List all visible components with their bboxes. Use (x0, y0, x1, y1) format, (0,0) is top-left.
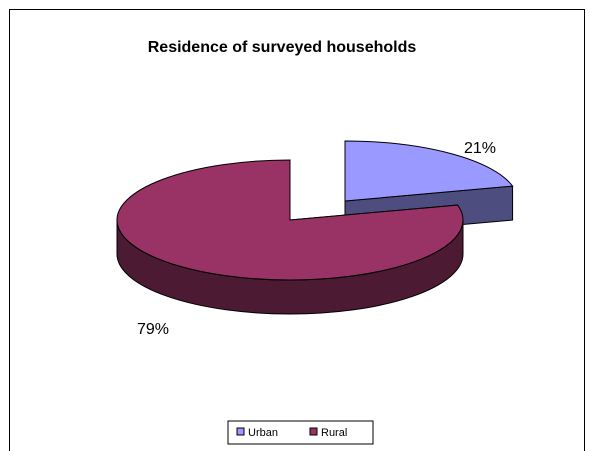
chart-title: Residence of surveyed households (148, 39, 417, 56)
chart-frame (9, 9, 585, 451)
legend-swatch-rural (309, 427, 318, 436)
legend-label-rural: Rural (321, 427, 347, 439)
legend-label-urban: Urban (248, 427, 278, 439)
legend-box (227, 420, 374, 445)
slice-urban (344, 140, 514, 202)
legend-swatch-urban (236, 427, 245, 436)
data-label-rural: 79% (137, 321, 169, 338)
slice-rural (116, 159, 464, 281)
data-label-urban: 21% (464, 140, 496, 157)
legend: Urban Rural (227, 420, 374, 445)
pie-slices (116, 140, 514, 315)
